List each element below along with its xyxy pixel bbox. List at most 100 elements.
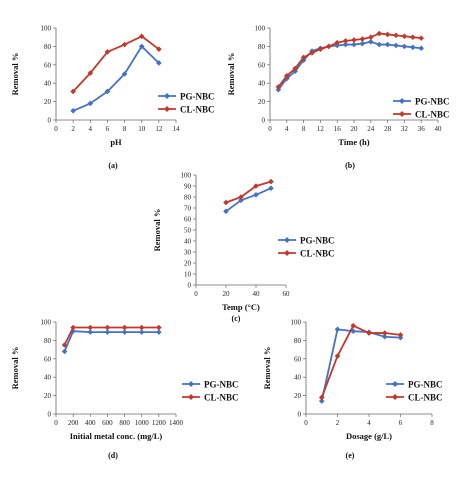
data-point-cl-nbc [317,46,324,52]
series-line-cl-nbc [63,326,159,346]
series-line-cl-nbc [277,32,422,88]
data-point-cl-nbc [238,194,244,200]
data-point-pg-nbc [381,333,388,340]
x-axis-label: Time (h) [338,137,369,147]
x-tick-label: 32 [401,125,409,133]
data-point-cl-nbc [87,324,94,331]
chart-panel-5: 0 20 40 60 80 100 0 2 4 6 8 Dosage (g/L) Removal % (e… [262,319,443,461]
y-tick-label: 70 [184,205,192,213]
data-point-pg-nbc [156,329,162,335]
legend-marker-cl-nbc [188,394,194,400]
legend-label: CL-NBC [408,393,443,403]
panel-label: (a) [108,161,118,170]
data-point-pg-nbc [61,348,68,355]
data-point-cl-nbc [268,178,274,185]
x-axis-label: Initial metal conc. (mg/L) [70,431,163,441]
legend-marker-cl-nbc [164,106,170,112]
data-point-cl-nbc [368,34,374,40]
x-tick-label: 16 [334,125,342,133]
data-point-pg-nbc [138,43,145,50]
data-point-cl-nbc [397,332,404,338]
data-point-pg-nbc [342,41,349,48]
x-tick-label: 8 [123,125,127,133]
legend-marker-cl-nbc [399,111,405,117]
data-point-cl-nbc [418,35,424,41]
data-point-cl-nbc [138,324,145,331]
legend-label: CL-NBC [204,393,239,403]
x-tick-label: 200 [68,419,79,427]
y-tick-label: 40 [44,374,52,382]
y-tick-label: 40 [184,238,192,246]
data-point-pg-nbc [351,41,357,48]
legend-marker-pg-nbc [284,237,290,243]
data-point-cl-nbc [156,324,162,331]
y-tick-label: 80 [184,194,192,202]
x-tick-label: 4 [367,419,371,427]
data-point-cl-nbc [70,324,76,331]
x-tick-label: 0 [54,125,58,133]
y-tick-label: 100 [41,319,52,327]
x-tick-label: 0 [268,125,272,133]
y-tick-label: 10 [184,271,192,279]
data-point-cl-nbc [318,394,325,401]
data-point-pg-nbc [121,329,128,335]
legend-marker-pg-nbc [188,381,194,387]
data-point-cl-nbc [384,31,391,38]
data-point-cl-nbc [292,65,298,72]
y-tick-label: 60 [258,61,266,69]
x-tick-label: 10 [138,125,146,133]
data-point-cl-nbc [350,322,357,329]
series-line-pg-nbc [225,187,272,213]
data-point-cl-nbc [393,32,399,39]
legend-marker-pg-nbc [392,381,398,387]
x-tick-label: 40 [253,290,261,298]
legend-marker-pg-nbc [164,93,170,99]
y-tick-label: 20 [44,392,52,400]
data-point-cl-nbc [376,30,382,37]
data-point-cl-nbc [359,36,366,42]
data-point-cl-nbc [104,49,111,55]
x-tick-label: 0 [194,290,198,298]
data-point-pg-nbc [104,329,111,335]
data-point-cl-nbc [334,39,340,46]
x-tick-label: 12 [155,125,163,133]
data-point-pg-nbc [87,329,94,335]
panel-label: (b) [345,161,355,170]
series-line-cl-nbc [72,35,160,93]
series-line-pg-nbc [72,45,160,112]
data-point-cl-nbc [104,324,111,331]
data-point-cl-nbc [61,342,68,348]
data-point-pg-nbc [268,185,274,191]
data-point-pg-nbc [70,328,76,334]
x-tick-label: 20 [223,290,231,298]
data-point-cl-nbc [381,330,388,336]
series-line-cl-nbc [225,180,272,204]
data-point-cl-nbc [366,330,372,336]
y-tick-label: 0 [298,411,302,419]
x-tick-label: 2 [336,419,340,427]
data-point-cl-nbc [87,70,94,76]
data-point-cl-nbc [410,34,416,40]
x-tick-label: 1000 [135,419,150,427]
legend-label: CL-NBC [180,105,215,115]
y-tick-label: 30 [184,249,192,257]
y-tick-label: 100 [181,172,192,180]
data-point-cl-nbc [401,33,408,40]
data-point-pg-nbc [318,398,325,404]
x-tick-label: 36 [418,125,426,133]
x-tick-label: 600 [102,419,113,427]
y-axis-label: Removal % [10,347,20,390]
data-point-cl-nbc [275,84,282,90]
x-tick-label: 6 [399,419,403,427]
data-point-cl-nbc [309,50,315,56]
data-point-cl-nbc [334,353,341,359]
data-point-pg-nbc [156,60,162,66]
x-axis-label: Temp (°C) [222,302,260,312]
legend-marker-pg-nbc [399,98,405,104]
x-tick-label: 4 [89,125,93,133]
y-tick-label: 40 [258,80,266,88]
legend-label: PG-NBC [300,236,335,246]
y-tick-label: 100 [255,25,266,33]
